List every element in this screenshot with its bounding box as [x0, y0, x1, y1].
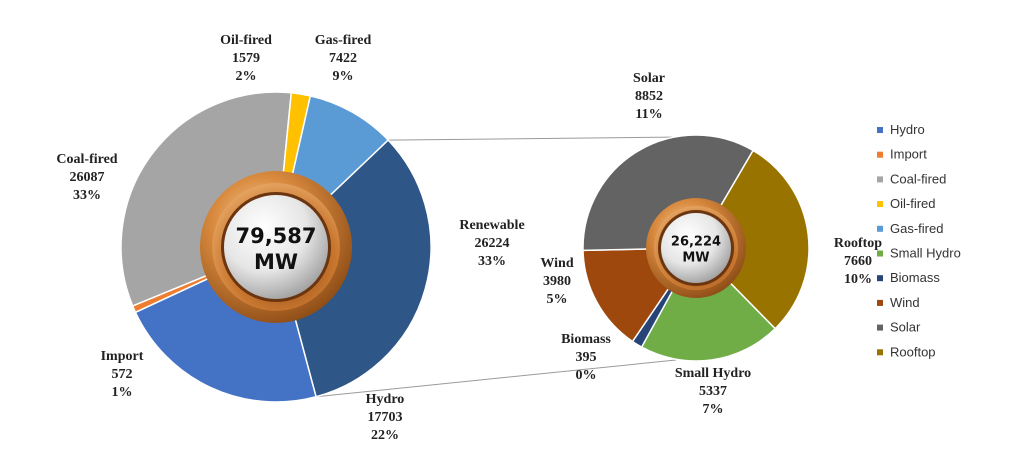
legend-swatch-wind [877, 299, 883, 306]
main-pie [120, 91, 432, 403]
data-label-oil-fired: Oil-fired 1579 2% [220, 33, 272, 84]
data-label-hydro: Hydro 17703 22% [366, 392, 405, 443]
legend-item-oil-fired: Oil-fired [877, 196, 936, 211]
data-label-import: Import 572 1% [101, 349, 144, 400]
legend-swatch-coal-fired [877, 176, 883, 183]
legend-swatch-hydro [877, 127, 883, 133]
data-label-biomass: Biomass 395 0% [561, 332, 611, 383]
data-label-solar: Solar 8852 11% [633, 71, 665, 122]
legend-label-solar: Solar [890, 320, 921, 335]
connector-top [388, 136, 685, 141]
legend-item-hydro: Hydro [877, 122, 925, 137]
legend-item-solar: Solar [877, 320, 921, 335]
slice-renewable [275, 139, 432, 398]
legend-swatch-gas-fired [877, 225, 883, 232]
data-label-rooftop: Rooftop 7660 10% [834, 236, 882, 287]
legend-item-import: Import [877, 147, 927, 162]
legend-label-coal-fired: Coal-fired [890, 171, 946, 186]
data-label-wind: Wind 3980 5% [540, 256, 573, 307]
legend-label-small-hydro: Small Hydro [890, 246, 961, 261]
legend-item-coal-fired: Coal-fired [877, 171, 946, 186]
legend-item-gas-fired: Gas-fired [877, 221, 943, 236]
legend: Hydro Import Coal-fired Oil-fired Gas-fired S… [877, 122, 961, 359]
connector-bottom [316, 359, 677, 398]
data-labels: Hydro 17703 22% Import 572 1% Coal-fired 26087 3… [56, 33, 882, 443]
connector-lines [316, 136, 685, 398]
legend-label-oil-fired: Oil-fired [890, 196, 936, 211]
legend-item-small-hydro: Small Hydro [877, 246, 961, 261]
legend-label-rooftop: Rooftop [890, 344, 936, 359]
legend-item-wind: Wind [877, 295, 920, 310]
legend-swatch-solar [877, 324, 883, 331]
legend-item-biomass: Biomass [877, 270, 940, 285]
center-total-1: 79,587 MW [235, 224, 316, 274]
legend-swatch-oil-fired [877, 201, 883, 208]
legend-label-biomass: Biomass [890, 270, 940, 285]
legend-label-wind: Wind [890, 295, 920, 310]
legend-swatch-rooftop [877, 349, 883, 356]
data-label-small-hydro: Small Hydro 5337 7% [675, 366, 751, 417]
legend-swatch-biomass [877, 275, 883, 282]
center-badges: 79,587 MW 26,224 MW [200, 171, 746, 323]
legend-swatch-small-hydro [877, 250, 883, 257]
data-label-gas-fired: Gas-fired 7422 9% [315, 33, 372, 84]
legend-label-hydro: Hydro [890, 122, 925, 137]
legend-label-gas-fired: Gas-fired [890, 221, 943, 236]
center-ball-2 [661, 213, 731, 283]
center-ball-1 [224, 195, 328, 299]
data-label-renewable: Renewable 26224 33% [459, 218, 524, 269]
legend-swatch-import [877, 151, 883, 158]
center-total-2: 26,224 MW [671, 234, 721, 265]
slice-small-hydro [640, 246, 777, 362]
legend-label-import: Import [890, 147, 927, 162]
slice-rooftop [695, 149, 810, 330]
legend-item-rooftop: Rooftop [877, 344, 936, 359]
data-label-coal-fired: Coal-fired 26087 33% [56, 152, 117, 203]
